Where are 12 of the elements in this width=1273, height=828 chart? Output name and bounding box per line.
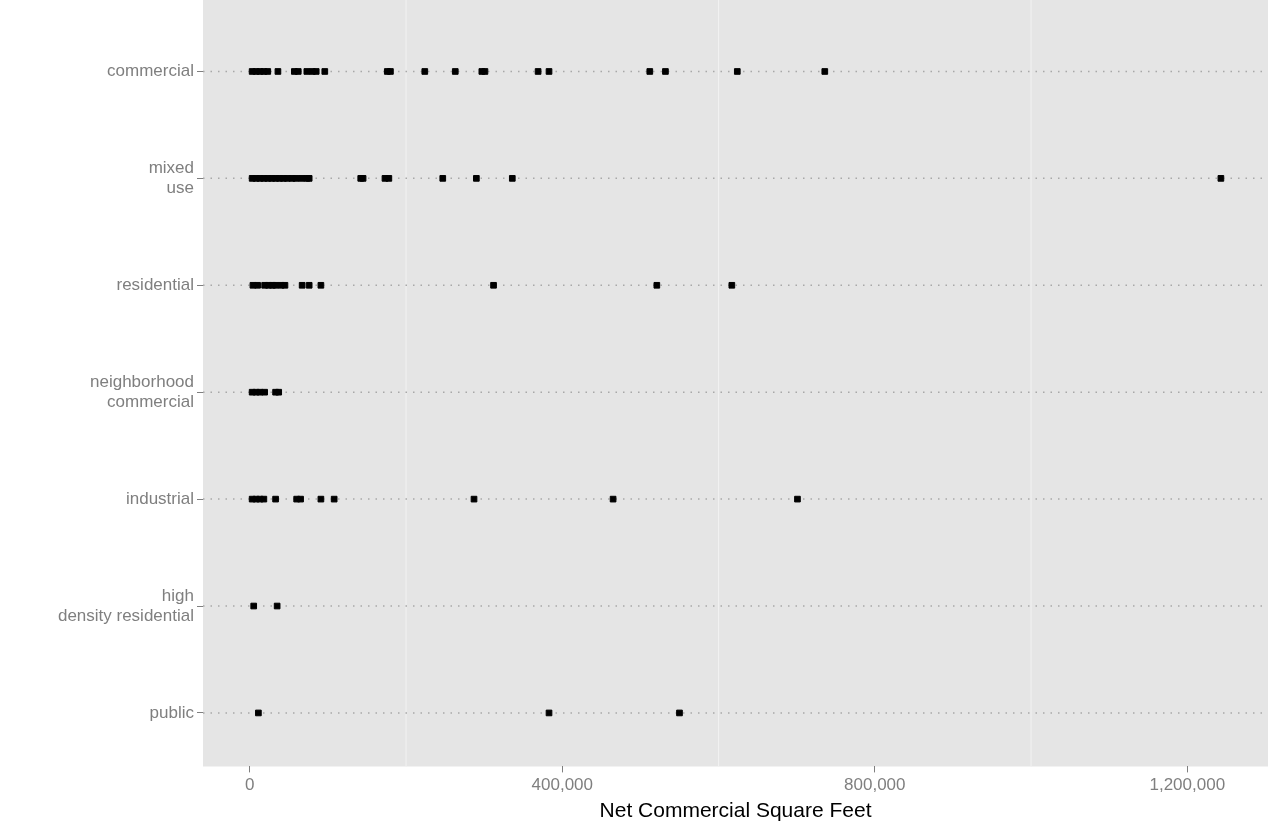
x-tick-label: 400,000 <box>531 775 594 795</box>
y-tick-label: public <box>149 702 195 722</box>
y-tick-label: high density residential <box>57 585 194 625</box>
x-tick-label: 1,200,000 <box>1149 775 1226 795</box>
x-axis-title: Net Commercial Square Feet <box>599 798 872 822</box>
y-tick-label: residential <box>116 274 194 294</box>
y-tick-label: industrial <box>125 488 194 508</box>
x-tick-label: 0 <box>245 775 255 795</box>
x-tick-label: 800,000 <box>844 775 906 795</box>
y-tick-label: neighborhood commercial <box>90 371 194 412</box>
y-tick-label: commercial <box>107 61 194 81</box>
y-tick-label: mixed use <box>148 157 194 198</box>
